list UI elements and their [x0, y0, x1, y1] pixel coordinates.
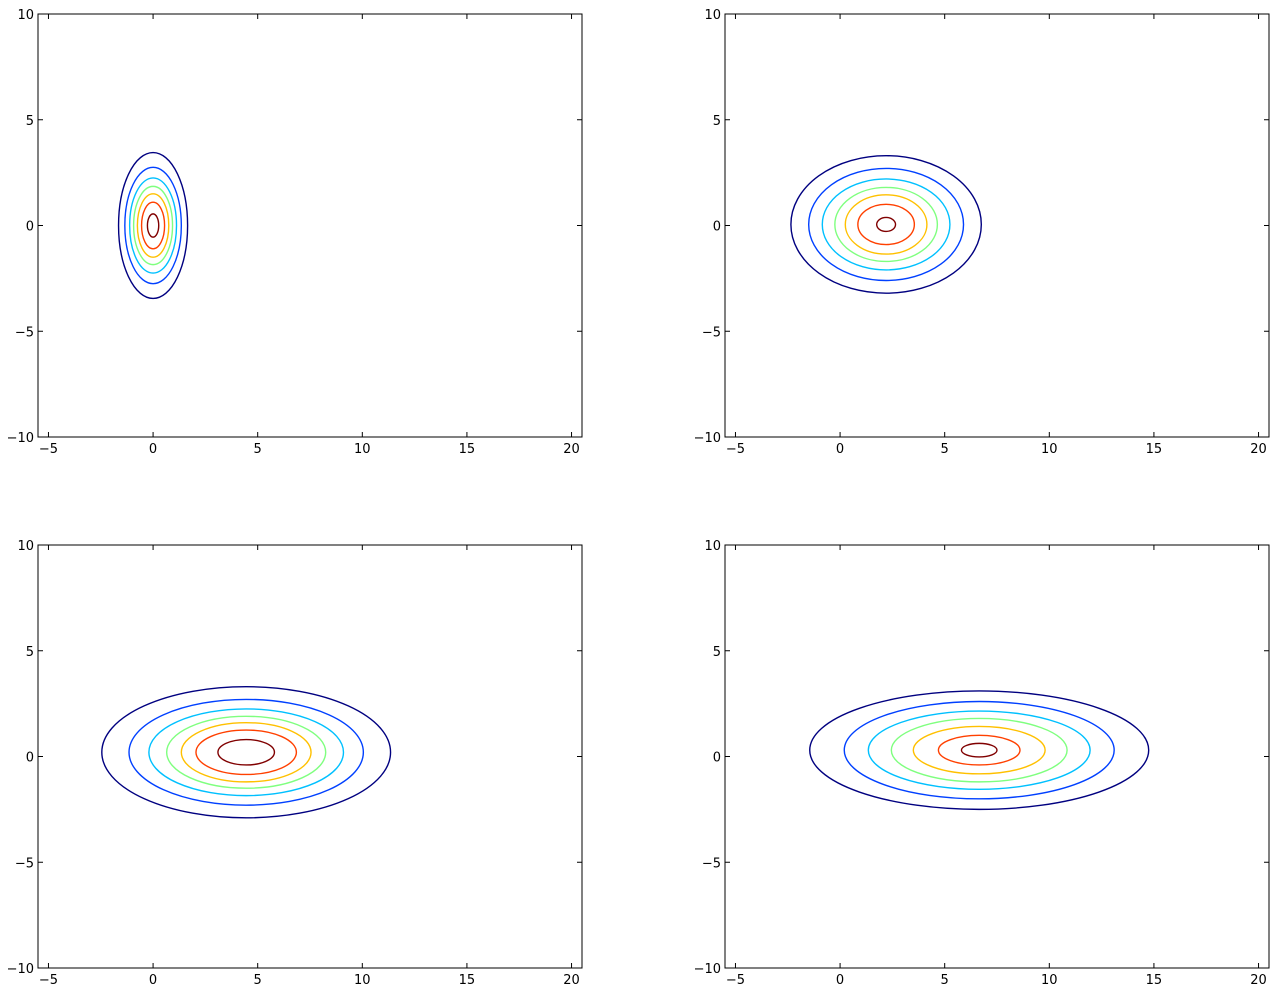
x-tick-label: 5	[254, 973, 262, 988]
contour-line-level-3	[148, 708, 345, 797]
contour-line-level-7	[875, 216, 897, 233]
x-tick-label: 5	[254, 442, 262, 457]
x-tick-label: −5	[39, 442, 58, 457]
subplot-2: −5 0 5 10 15 20 −10 −5 0 5 10	[694, 8, 1270, 457]
subplot-3: −5 0 5 10 15 20 −10 −5 0 5 10	[7, 539, 583, 988]
contour-line-level-2	[128, 698, 365, 806]
axes-frame	[37, 13, 583, 438]
y-tick-label: −10	[694, 962, 721, 977]
y-tick-label: −5	[15, 325, 34, 340]
y-tick-label: −5	[15, 856, 34, 871]
y-tick-label: 5	[713, 645, 721, 660]
y-tick-label: 0	[26, 751, 34, 766]
contour-line-level-2	[807, 167, 965, 282]
contour-line-level-5	[912, 725, 1046, 775]
y-tick-label: −10	[7, 962, 34, 977]
contour-line-level-2	[843, 700, 1115, 800]
contour-line-level-3	[821, 178, 951, 271]
y-tick-label: −10	[694, 431, 721, 446]
y-tick-label: 10	[704, 8, 721, 23]
y-tick-label: −5	[702, 325, 721, 340]
y-tick-label: 0	[713, 751, 721, 766]
contour-line-level-1	[117, 151, 189, 300]
subplot-1: −5 0 5 10 15 20 −10 −5 0 5 10	[7, 8, 583, 457]
contour-line-level-3	[867, 710, 1091, 790]
axes-frame	[724, 544, 1270, 969]
y-tick-label: 5	[713, 114, 721, 129]
contour-line-level-5	[844, 194, 928, 255]
y-tick-label: 10	[704, 539, 721, 554]
x-tick-label: 10	[354, 442, 371, 457]
x-tick-label: 5	[941, 442, 949, 457]
contour-line-level-2	[124, 166, 183, 285]
contour-line-level-6	[195, 729, 298, 776]
x-tick-label: 10	[354, 973, 371, 988]
contour-group	[117, 151, 189, 300]
x-tick-label: 20	[563, 973, 580, 988]
x-tick-label: 0	[149, 973, 157, 988]
contour-line-level-1	[101, 686, 392, 819]
x-tick-label: 0	[149, 442, 157, 457]
contour-line-level-6	[857, 203, 916, 246]
x-tick-label: 15	[459, 973, 476, 988]
contour-line-level-4	[890, 717, 1068, 783]
contour-group	[809, 690, 1150, 811]
x-tick-label: 10	[1041, 973, 1058, 988]
y-tick-label: 0	[26, 220, 34, 235]
x-tick-label: 15	[459, 442, 476, 457]
x-tick-label: 10	[1041, 442, 1058, 457]
contour-line-level-3	[128, 177, 178, 274]
contour-line-level-5	[136, 193, 170, 258]
contour-line-level-4	[165, 715, 327, 789]
contour-group	[101, 686, 392, 819]
x-tick-label: 15	[1146, 442, 1163, 457]
x-tick-label: 5	[941, 973, 949, 988]
x-tick-label: 0	[836, 973, 844, 988]
y-tick-label: 10	[17, 539, 34, 554]
contour-line-level-7	[146, 213, 160, 238]
contour-line-level-7	[960, 742, 998, 758]
x-tick-label: −5	[726, 973, 745, 988]
x-tick-label: −5	[39, 973, 58, 988]
contour-line-level-6	[140, 201, 166, 250]
contour-line-level-1	[790, 155, 983, 294]
y-tick-label: 10	[17, 8, 34, 23]
y-tick-label: −10	[7, 431, 34, 446]
axes-frame	[724, 13, 1270, 438]
contour-line-level-6	[937, 734, 1021, 766]
x-tick-label: 20	[1250, 973, 1267, 988]
contour-line-level-4	[834, 186, 939, 263]
contour-line-level-7	[217, 738, 276, 766]
y-tick-label: 5	[26, 114, 34, 129]
y-tick-label: 5	[26, 645, 34, 660]
contour-line-level-5	[180, 721, 312, 783]
y-tick-label: 0	[713, 220, 721, 235]
contour-line-level-1	[809, 690, 1150, 811]
x-tick-label: 15	[1146, 973, 1163, 988]
contour-group	[790, 155, 983, 294]
x-tick-label: 20	[563, 442, 580, 457]
x-tick-label: 20	[1250, 442, 1267, 457]
contour-line-level-4	[132, 185, 174, 266]
x-tick-label: −5	[726, 442, 745, 457]
subplot-4: −5 0 5 10 15 20 −10 −5 0 5 10	[694, 539, 1270, 988]
x-tick-label: 0	[836, 442, 844, 457]
y-tick-label: −5	[702, 856, 721, 871]
